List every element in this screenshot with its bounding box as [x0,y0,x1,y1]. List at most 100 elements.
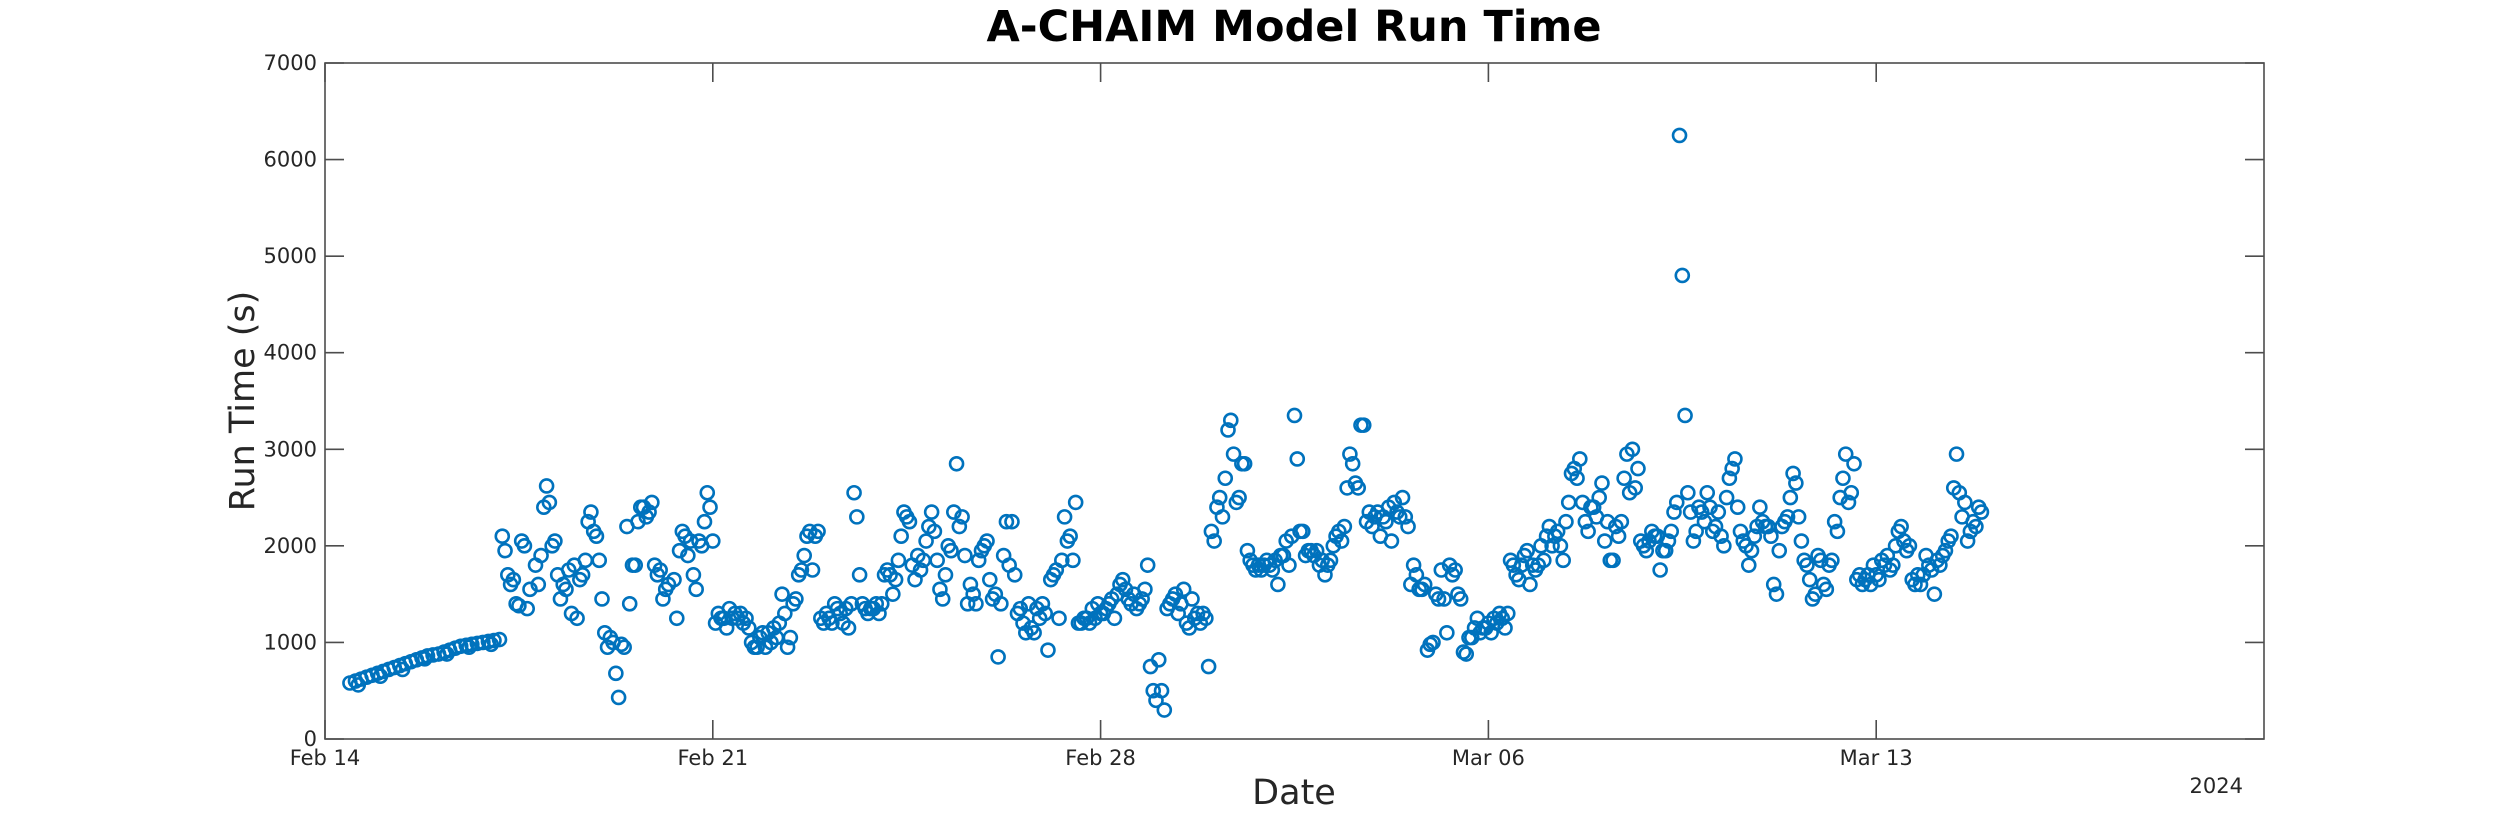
data-point [1912,576,1929,593]
data-point [1630,460,1646,477]
data-point [1909,567,1926,583]
data-point [1682,504,1699,520]
data-point [893,528,909,545]
data-point [1117,581,1134,598]
data-point [1536,552,1552,569]
data-point [1765,576,1782,593]
data-point [1657,542,1674,559]
data-point [516,538,533,554]
y-tick-label: 4000 [264,341,317,365]
data-point [868,595,885,612]
data-point [1220,422,1236,438]
data-point [1840,494,1857,511]
data-point [1425,634,1441,651]
data-point [1973,504,1990,520]
x-tick-label: Mar 06 [1452,746,1525,770]
data-point [699,484,716,501]
data-point [1948,446,1965,462]
data-point [804,562,821,578]
data-point [1378,513,1394,530]
data-point [350,677,367,693]
plot-area: Feb 14 Feb 21 Feb 28 Mar 06 Mar 13 0 1000 2000… [264,51,2265,770]
data-point [419,648,436,664]
data-point [1627,480,1644,496]
data-point [1743,542,1760,559]
data-point [887,571,904,588]
data-point [610,689,627,706]
data-point [1156,702,1173,718]
data-point [932,581,948,598]
data-point [1674,267,1691,284]
data-point [1624,441,1641,458]
y-tick-label: 5000 [264,244,317,268]
data-point [1447,562,1463,578]
x-year-label: 2024 [2190,774,2243,798]
y-tick-label: 2000 [264,534,317,558]
data-point [1206,533,1222,549]
data-point [1937,542,1954,559]
data-point [644,494,660,511]
data-point [1785,465,1801,482]
data-point [494,528,511,545]
data-point [1688,523,1704,540]
data-point [1680,484,1696,501]
data-point [680,547,696,564]
data-point [704,533,721,549]
data-point [480,633,497,650]
data-point [519,600,536,617]
data-point [1153,682,1170,699]
data-point [464,636,480,653]
data-point [1558,513,1574,530]
data-point [1826,513,1843,530]
data-point [522,581,538,598]
data-point [1710,504,1727,520]
data-point [1752,499,1768,516]
data-point [849,509,865,525]
data-point [1397,509,1414,525]
data-point [1062,528,1078,545]
data-point [873,595,890,612]
data-point [1452,591,1469,607]
x-tick-label: Feb 14 [290,746,361,770]
data-point [1721,470,1738,487]
data-point [533,547,549,564]
data-point [1342,446,1358,462]
data-point [954,509,970,525]
data-point [1763,528,1779,545]
data-point [491,631,508,648]
data-point [1217,470,1234,487]
data-point [1638,542,1655,559]
data-point [685,567,702,583]
data-point [1386,494,1403,511]
data-point [1768,586,1785,602]
data-point [1713,528,1729,545]
data-point [1926,586,1943,602]
data-point [1236,455,1253,472]
data-point [1544,538,1560,554]
data-point [1067,494,1084,511]
axis-ticks [324,62,2264,740]
data-point [1325,538,1342,554]
data-point [1572,451,1588,467]
data-point [1594,475,1610,491]
data-point [627,557,644,573]
data-point [394,661,411,678]
data-point [1400,518,1416,535]
data-point [1350,480,1367,496]
data-point [777,605,793,622]
plot-frame [324,62,2265,740]
data-point [1652,562,1668,578]
data-point [1189,605,1206,622]
data-point [1555,552,1571,569]
data-point [1054,552,1070,569]
data-point [840,620,857,636]
data-point [577,552,594,569]
y-tick-label: 1000 [264,630,317,654]
data-point [1430,591,1447,607]
data-point [1026,624,1042,641]
data-point [846,484,862,501]
data-point [1513,557,1530,573]
data-point [1239,542,1256,559]
data-point [970,552,987,569]
